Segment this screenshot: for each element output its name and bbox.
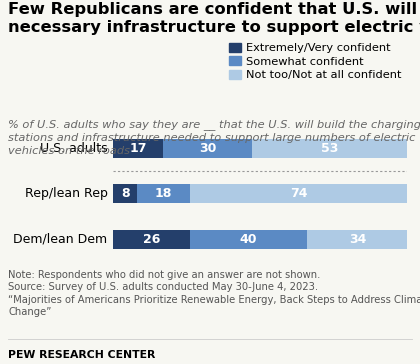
Text: 26: 26 <box>143 233 160 246</box>
Bar <box>137 184 190 203</box>
Text: 40: 40 <box>240 233 257 246</box>
Text: Note: Respondents who did not give an answer are not shown.
Source: Survey of U.: Note: Respondents who did not give an an… <box>8 270 420 317</box>
Text: PEW RESEARCH CENTER: PEW RESEARCH CENTER <box>8 350 156 360</box>
Text: 18: 18 <box>155 187 172 200</box>
Text: % of U.S. adults who say they are __ that the U.S. will build the charging
stati: % of U.S. adults who say they are __ tha… <box>8 119 420 156</box>
Bar <box>113 184 137 203</box>
Text: 53: 53 <box>321 142 338 155</box>
Text: 30: 30 <box>199 142 216 155</box>
Text: U.S. adults: U.S. adults <box>40 142 108 155</box>
Legend: Extremely/Very confident, Somewhat confident, Not too/Not at all confident: Extremely/Very confident, Somewhat confi… <box>229 43 402 80</box>
Bar <box>163 139 252 158</box>
Bar <box>113 139 163 158</box>
Bar <box>307 230 407 249</box>
Bar <box>113 230 190 249</box>
Text: 17: 17 <box>130 142 147 155</box>
Text: Rep/lean Rep: Rep/lean Rep <box>25 187 108 200</box>
Text: 8: 8 <box>121 187 129 200</box>
Text: 34: 34 <box>349 233 366 246</box>
Bar <box>190 184 407 203</box>
Text: Dem/lean Dem: Dem/lean Dem <box>13 233 108 246</box>
Bar <box>190 230 307 249</box>
Text: Few Republicans are confident that U.S. will build the
necessary infrastructure : Few Republicans are confident that U.S. … <box>8 2 420 35</box>
Bar <box>252 139 407 158</box>
Text: 74: 74 <box>290 187 307 200</box>
